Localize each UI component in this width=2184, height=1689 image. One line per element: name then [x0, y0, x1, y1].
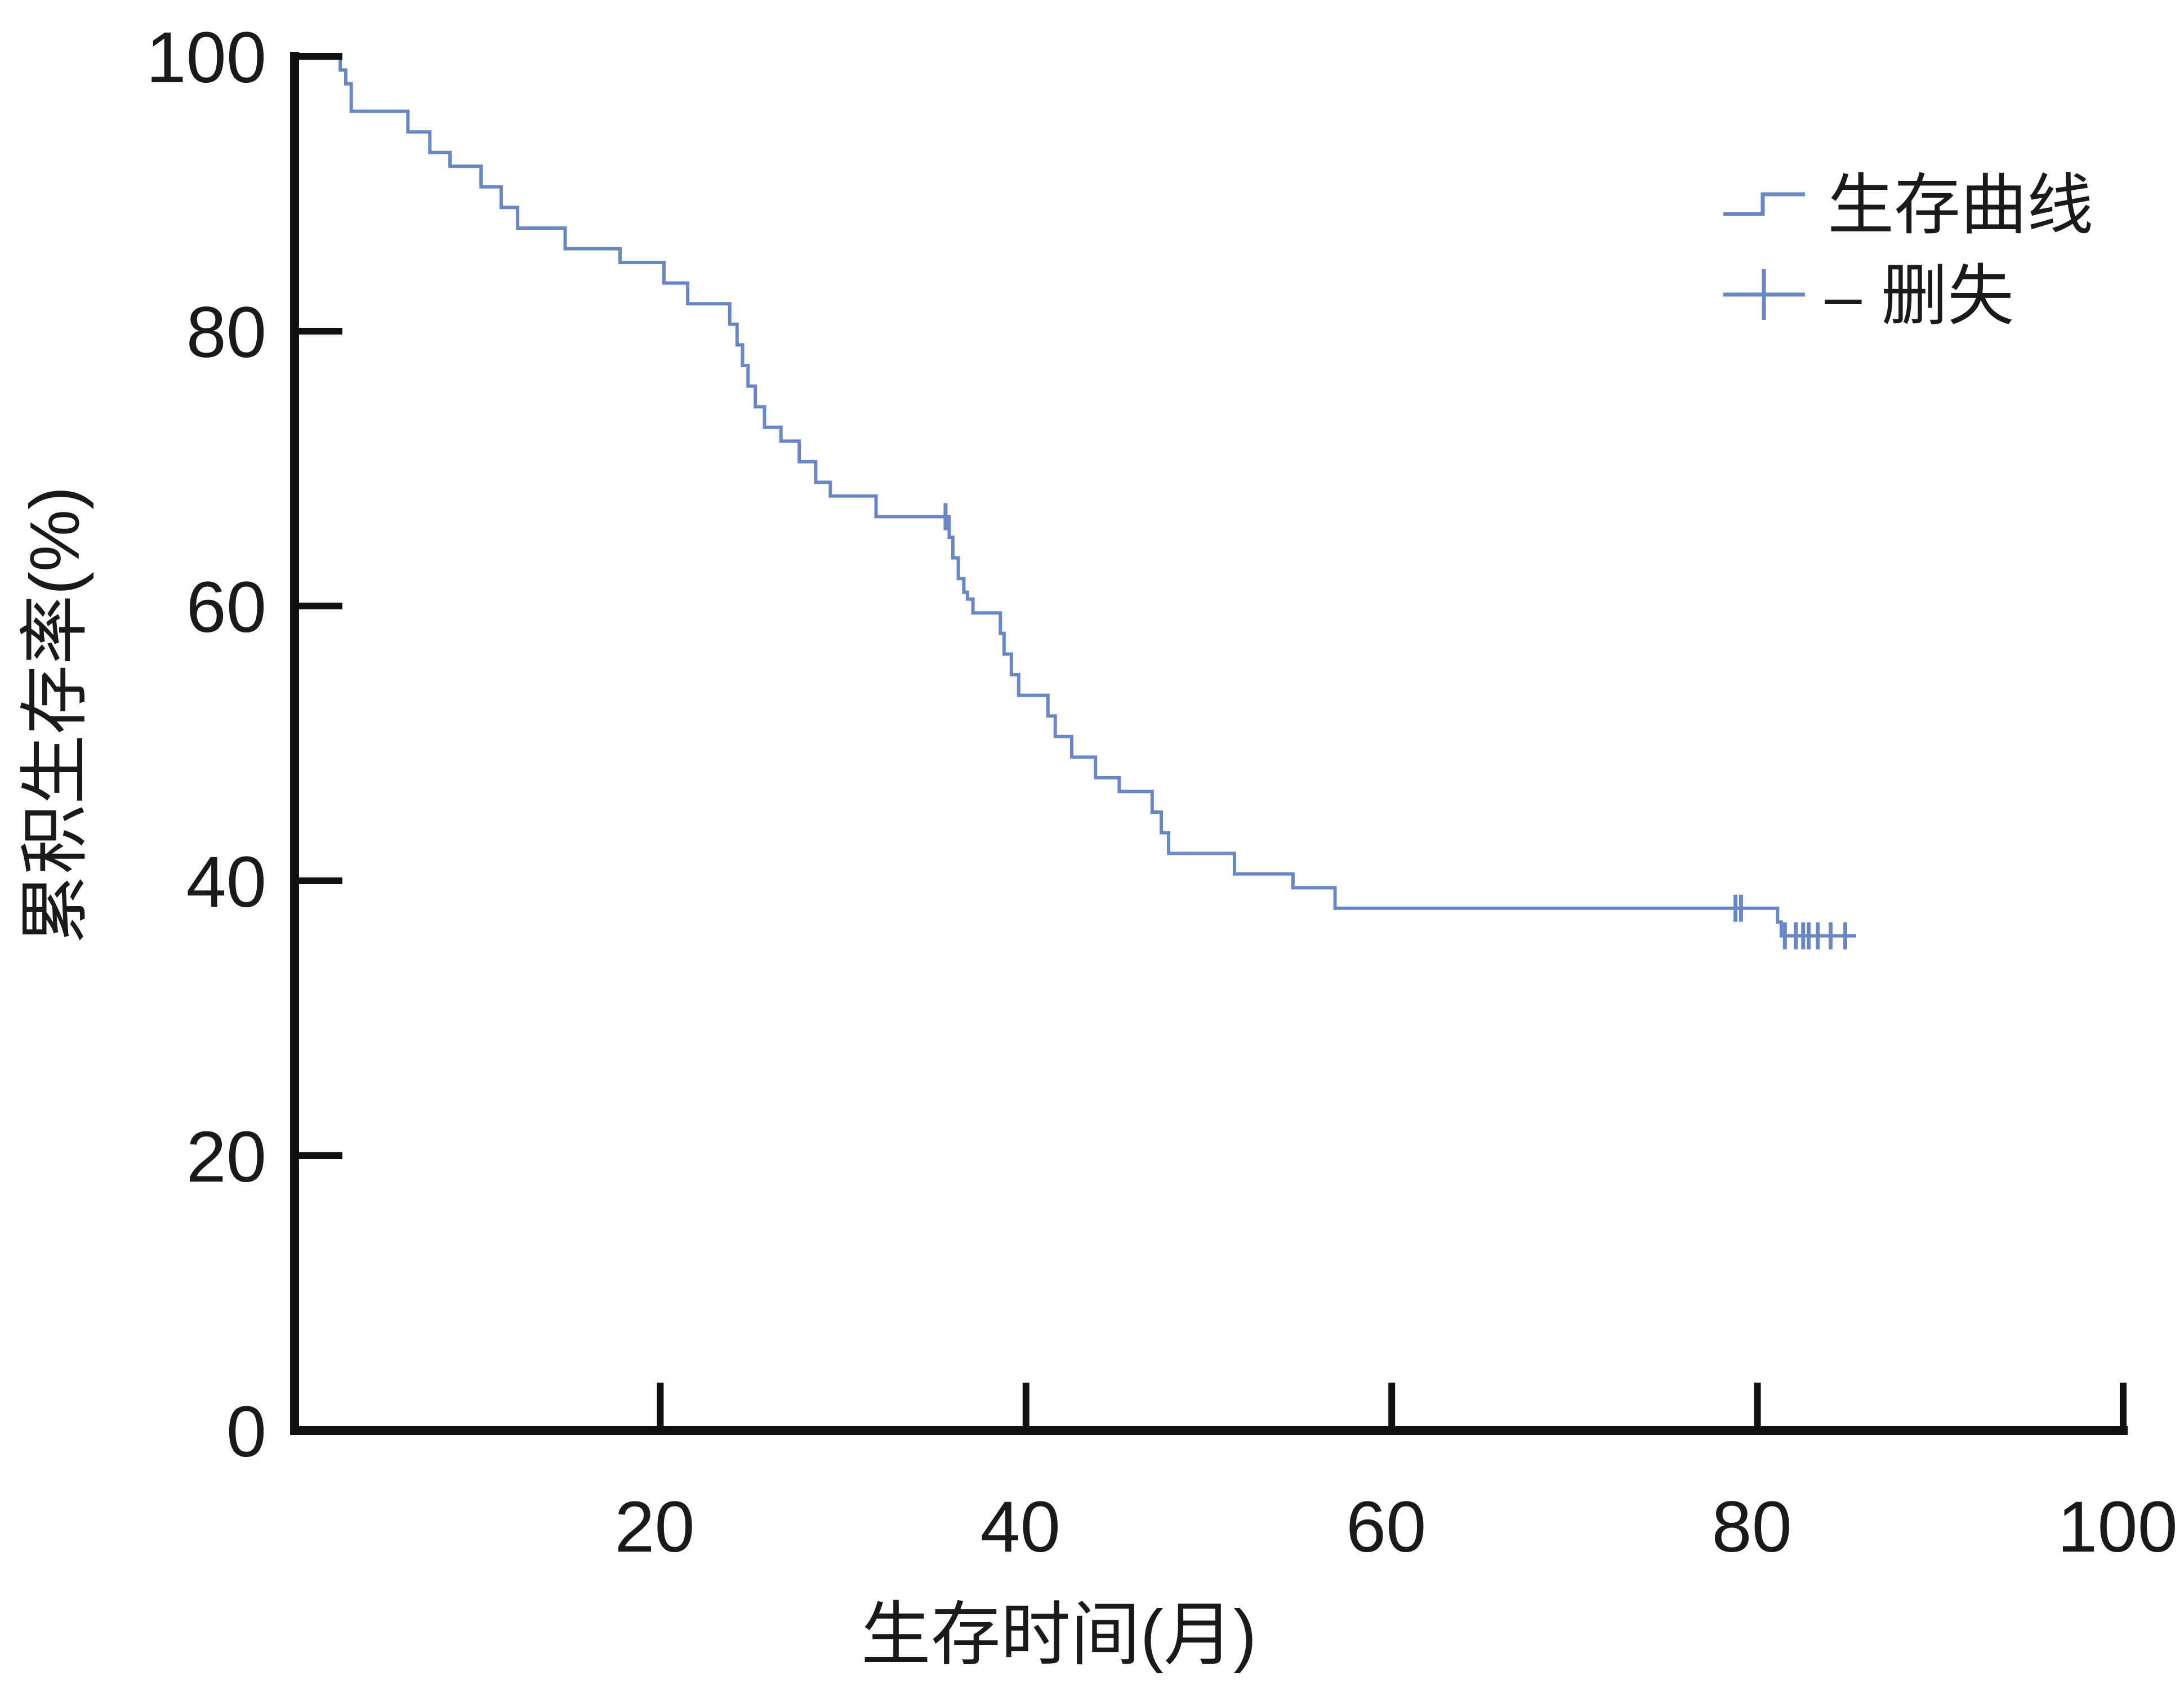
y-tick-label: 60 — [186, 567, 266, 648]
legend-survival-label: 生存曲线 — [1828, 168, 2093, 243]
legend-censored-icon — [1723, 269, 1805, 320]
y-axis-title: 累积生存率(%) — [16, 487, 94, 944]
legend-censored-label: 删失 — [1881, 259, 2014, 333]
legend: 生存曲线 – 删失 — [1723, 168, 2093, 333]
plot-area — [295, 55, 1856, 950]
x-tick-label: 40 — [980, 1487, 1060, 1567]
y-tick-label: 20 — [186, 1117, 266, 1197]
legend-survival-line-icon — [1723, 192, 1805, 216]
x-tick-label: 100 — [2057, 1487, 2178, 1567]
y-tick-label: 100 — [146, 17, 266, 98]
x-tick-label: 60 — [1346, 1487, 1426, 1567]
y-tick-label: 40 — [186, 842, 266, 923]
survival-curve-line — [295, 55, 1856, 938]
legend-censored-dash: – — [1825, 259, 1862, 333]
x-tick-label: 80 — [1711, 1487, 1791, 1567]
x-axis-title: 生存时间(月) — [861, 1596, 1257, 1674]
y-tick-label: 80 — [186, 292, 266, 373]
x-tick-label: 20 — [614, 1487, 694, 1567]
y-tick-label: 0 — [226, 1392, 266, 1472]
axes: 0 20 40 60 80 100 20 40 60 80 100 — [146, 17, 2177, 1567]
